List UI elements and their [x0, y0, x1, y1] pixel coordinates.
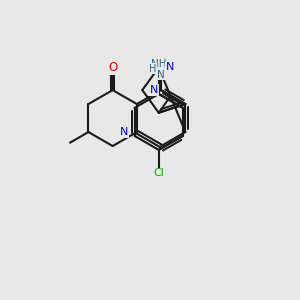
Text: N: N [120, 127, 129, 137]
Text: N: N [166, 62, 175, 73]
Text: H: H [166, 64, 174, 74]
Text: Cl: Cl [153, 169, 164, 178]
Text: N: N [150, 85, 158, 95]
Text: O: O [108, 61, 117, 74]
Text: NH₂: NH₂ [151, 59, 171, 70]
Text: H: H [148, 64, 156, 74]
Text: N: N [157, 70, 165, 80]
